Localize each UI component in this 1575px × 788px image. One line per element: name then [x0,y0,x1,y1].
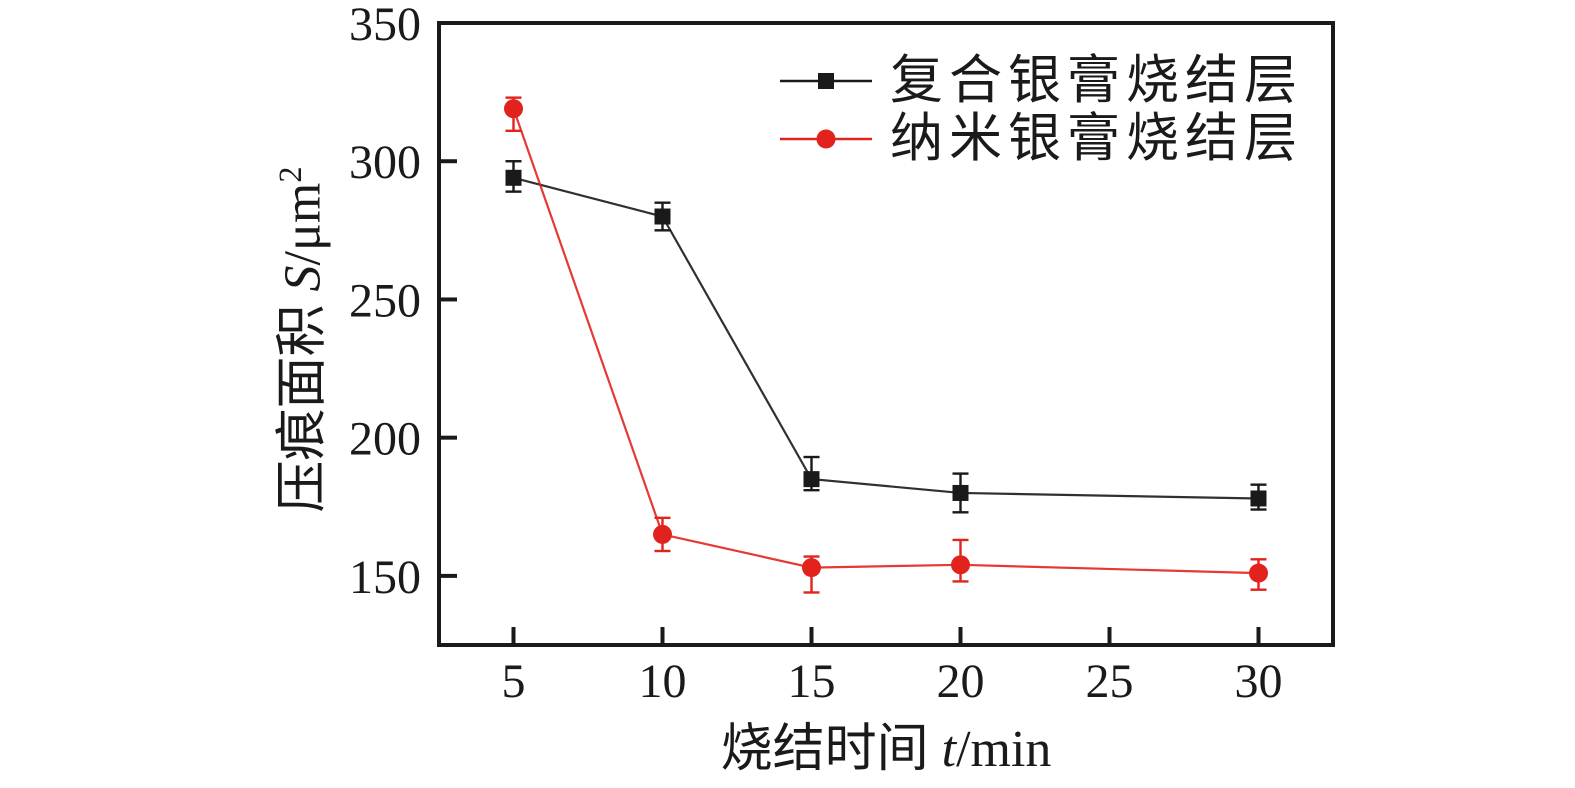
x-axis-title-text: 烧结时间 [720,721,942,778]
x-axis-unit: /min [956,721,1052,778]
legend-sample-marker [818,73,834,89]
plot-frame [437,21,1335,647]
legend-marker-square-icon [780,73,872,89]
y-tick-label: 350 [349,0,421,51]
legend-marker-circle-icon [780,129,872,149]
series-0 [505,160,1267,514]
data-point-marker [951,555,970,575]
legend-label-composite-paste: 复合银膏烧结层 [890,51,1303,110]
y-axis-title-text: 压痕面积 [274,291,332,513]
x-tick-label: 5 [502,655,526,708]
y-tick-label: 200 [349,413,421,466]
series-line [512,108,1259,575]
y-axis-unit-exponent: 2 [272,166,309,183]
x-tick-label: 25 [1086,655,1134,708]
data-point-marker [505,169,522,186]
x-tick-label: 10 [639,655,687,708]
data-point-marker [654,208,671,225]
y-axis-variable: S [274,265,332,292]
series-line [513,176,1259,500]
data-point-marker [952,484,969,501]
y-axis-unit: /μm [274,182,332,266]
x-tick-label: 20 [937,655,985,708]
x-axis-title: 烧结时间 t/min [586,706,1186,781]
legend-sample-marker [816,129,836,149]
legend-label-nano-paste: 纳米银膏烧结层 [890,109,1303,168]
data-point-marker [803,471,820,488]
series-1 [504,96,1268,594]
y-tick-label: 300 [349,136,421,189]
data-point-marker [1250,490,1267,507]
data-point-marker [504,99,523,119]
y-tick-label: 150 [349,551,421,604]
x-tick-label: 30 [1235,655,1283,708]
legend-item-nano-paste: 纳米银膏烧结层 [780,110,1303,168]
x-axis-variable: t [941,721,957,778]
data-point-marker [653,524,672,544]
data-point-marker [802,558,821,578]
x-tick-label: 15 [788,655,836,708]
legend-item-composite-paste: 复合银膏烧结层 [780,52,1303,110]
y-tick-label: 250 [349,274,421,327]
y-axis-title: 压痕面积 S/μm2 [260,140,335,540]
legend: 复合银膏烧结层 纳米银膏烧结层 [780,52,1303,168]
data-point-marker [1249,563,1268,583]
